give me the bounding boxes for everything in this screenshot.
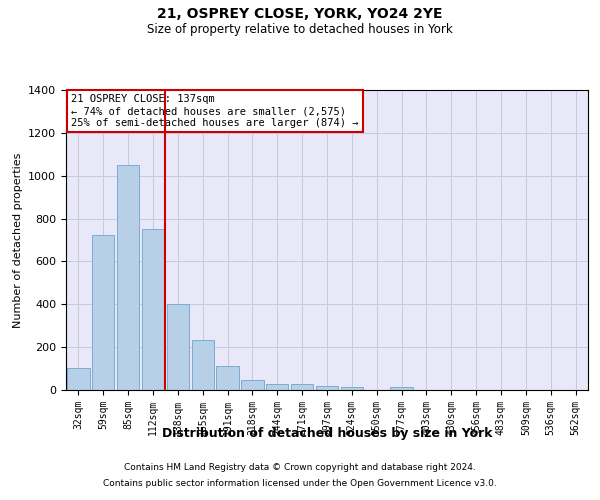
Bar <box>142 230 164 390</box>
Text: Size of property relative to detached houses in York: Size of property relative to detached ho… <box>147 22 453 36</box>
Text: Distribution of detached houses by size in York: Distribution of detached houses by size … <box>162 428 492 440</box>
Bar <box>217 366 239 390</box>
Bar <box>241 380 263 390</box>
Bar <box>191 340 214 390</box>
Bar <box>117 165 139 390</box>
Bar <box>67 368 89 390</box>
Text: Contains HM Land Registry data © Crown copyright and database right 2024.: Contains HM Land Registry data © Crown c… <box>124 464 476 472</box>
Bar <box>167 304 189 390</box>
Bar <box>316 386 338 390</box>
Bar <box>266 384 289 390</box>
Text: 21, OSPREY CLOSE, YORK, YO24 2YE: 21, OSPREY CLOSE, YORK, YO24 2YE <box>157 8 443 22</box>
Bar <box>291 384 313 390</box>
Bar <box>391 388 413 390</box>
Text: 21 OSPREY CLOSE: 137sqm
← 74% of detached houses are smaller (2,575)
25% of semi: 21 OSPREY CLOSE: 137sqm ← 74% of detache… <box>71 94 359 128</box>
Bar <box>341 388 363 390</box>
Bar <box>92 234 115 390</box>
Y-axis label: Number of detached properties: Number of detached properties <box>13 152 23 328</box>
Text: Contains public sector information licensed under the Open Government Licence v3: Contains public sector information licen… <box>103 478 497 488</box>
